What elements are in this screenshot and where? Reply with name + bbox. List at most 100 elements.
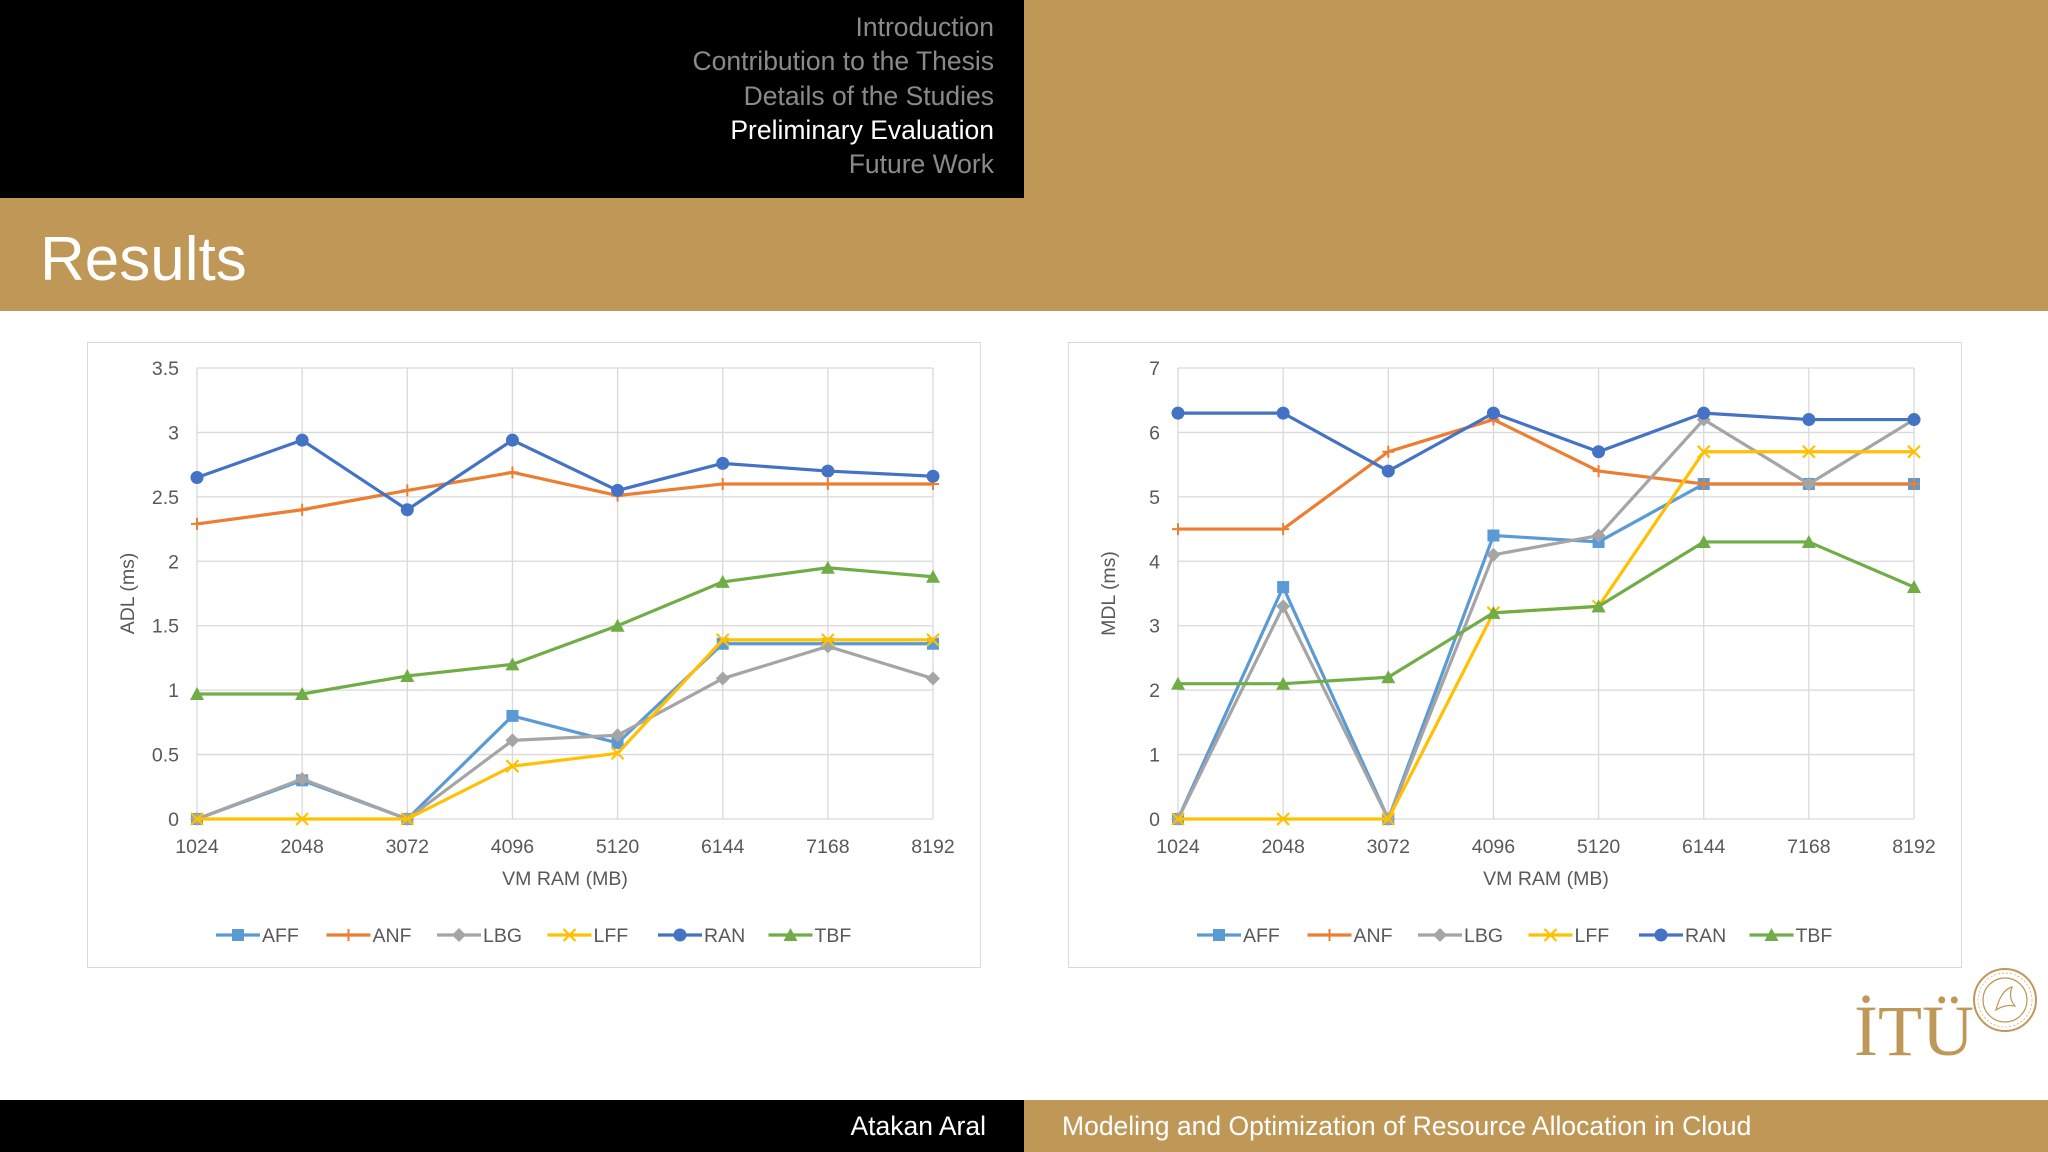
footer-author: Atakan Aral xyxy=(850,1111,986,1141)
mdl-point-anf xyxy=(1172,523,1184,536)
mdl-xtick-label: 6144 xyxy=(1682,836,1726,858)
adl-legend-label: TBF xyxy=(815,925,852,947)
adl-point-anf xyxy=(716,477,729,490)
adl-point-lff xyxy=(926,633,940,647)
mdl-xtick-label: 8192 xyxy=(1892,836,1935,858)
mdl-point-tbf xyxy=(1276,676,1291,690)
mdl-ytick-label: 6 xyxy=(1149,422,1160,444)
mdl-point-anf xyxy=(1908,477,1920,490)
adl-legend-marker xyxy=(232,929,244,941)
mdl-legend-marker xyxy=(1543,928,1558,942)
adl-xtick-label: 3072 xyxy=(386,836,429,858)
mdl-legend-item-aff: AFF xyxy=(1197,925,1280,947)
mdl-legend-marker xyxy=(1764,928,1779,941)
adl-ytick-label: 3 xyxy=(168,422,179,444)
mdl-legend-label: LFF xyxy=(1575,925,1610,947)
mdl-series-anf xyxy=(1172,413,1920,536)
adl-point-ran xyxy=(716,456,730,470)
mdl-series-lff xyxy=(1171,444,1921,826)
mdl-xtick-label: 4096 xyxy=(1472,836,1515,858)
adl-point-aff xyxy=(506,709,519,722)
mdl-point-anf xyxy=(1592,465,1605,478)
slide-title: Results xyxy=(40,225,247,294)
mdl-legend-item-anf: ANF xyxy=(1307,925,1393,947)
mdl-legend-item-ran: RAN xyxy=(1639,925,1726,947)
adl-chart: 0 0.5 1 1.5 2 2.5 3 3.5 1024 2048 3072 4096 5120 6144… xyxy=(87,342,981,968)
nav-item-contribution[interactable]: Contribution to the Thesis xyxy=(692,46,995,77)
mdl-point-lbg xyxy=(1276,599,1291,614)
adl-point-lff xyxy=(190,812,204,826)
nav-item-introduction[interactable]: Introduction xyxy=(855,12,994,42)
adl-legend: AFF ANF LBG LFF RAN TBF xyxy=(216,925,851,947)
adl-legend-item-lff: LFF xyxy=(547,925,628,947)
mdl-point-tbf xyxy=(1381,670,1396,684)
adl-ytick-label: 1 xyxy=(168,680,179,702)
adl-point-tbf xyxy=(926,569,940,583)
mdl-series-tbf xyxy=(1171,534,1921,690)
adl-legend-label: AFF xyxy=(262,925,299,947)
footer-left: Atakan Aral xyxy=(0,1100,1024,1152)
adl-ytick-label: 1.5 xyxy=(152,616,179,638)
mdl-ytick-label: 1 xyxy=(1149,745,1160,767)
mdl-ytick-label: 3 xyxy=(1149,616,1160,638)
adl-point-anf xyxy=(506,466,519,479)
nav-item-future-work[interactable]: Future Work xyxy=(848,149,994,180)
adl-point-tbf xyxy=(400,668,415,682)
adl-legend-label: LBG xyxy=(483,925,522,947)
adl-point-lff xyxy=(400,812,415,826)
adl-xtick-label: 5120 xyxy=(596,836,640,858)
adl-point-lff xyxy=(610,746,625,761)
adl-point-anf xyxy=(401,484,414,497)
mdl-point-ran xyxy=(1907,413,1921,427)
adl-point-anf xyxy=(296,503,309,516)
mdl-point-lff xyxy=(1171,812,1185,826)
adl-line-ran xyxy=(196,438,934,512)
adl-point-ran xyxy=(190,471,204,485)
nav-item-preliminary-evaluation[interactable]: Preliminary Evaluation xyxy=(730,114,994,145)
adl-xtick-label: 7168 xyxy=(806,836,849,858)
mdl-line-anf xyxy=(1178,417,1914,531)
mdl-point-anf xyxy=(1697,477,1710,490)
adl-legend-item-lbg: LBG xyxy=(437,925,522,947)
mdl-legend-marker xyxy=(1213,929,1225,941)
adl-point-tbf xyxy=(505,657,520,671)
adl-point-ran xyxy=(400,503,414,517)
adl-point-ran xyxy=(821,464,835,478)
mdl-point-tbf xyxy=(1486,605,1501,619)
adl-legend-marker xyxy=(783,928,798,941)
adl-point-tbf xyxy=(820,560,835,574)
adl-ytick-label: 2 xyxy=(168,551,179,573)
adl-point-aff xyxy=(611,736,624,749)
mdl-series-ran xyxy=(1171,406,1921,478)
mdl-ytick-label: 0 xyxy=(1149,809,1160,831)
mdl-legend-marker xyxy=(1433,928,1447,942)
nav-item-details[interactable]: Details of the Studies xyxy=(743,80,994,111)
adl-point-anf xyxy=(821,477,834,490)
mdl-point-ran xyxy=(1381,464,1395,478)
footer-talk-title: Modeling and Optimization of Resource Al… xyxy=(1062,1111,1752,1141)
mdl-legend-label: ANF xyxy=(1354,925,1393,947)
header-gold-panel xyxy=(1024,0,2048,198)
mdl-line-tbf xyxy=(1178,540,1915,686)
mdl-point-lff xyxy=(1696,444,1711,459)
adl-legend-marker xyxy=(342,929,355,941)
mdl-legend-label: RAN xyxy=(1685,925,1726,947)
adl-xtick-label: 2048 xyxy=(280,836,323,858)
mdl-chart-svg: 0 1 2 3 4 5 6 7 1024 2048 3072 4096 5120 6144 7168 8192… xyxy=(1098,358,1936,947)
mdl-point-lbg xyxy=(1486,547,1501,562)
mdl-point-lff xyxy=(1381,812,1396,826)
adl-point-lff xyxy=(715,633,730,647)
mdl-legend-marker xyxy=(1323,929,1336,941)
adl-point-tbf xyxy=(610,618,625,632)
adl-gridlines xyxy=(196,367,934,820)
mdl-point-anf xyxy=(1382,445,1395,458)
itu-seal-icon xyxy=(1973,968,2037,1032)
mdl-point-tbf xyxy=(1171,676,1185,690)
adl-line-lbg xyxy=(196,644,934,821)
mdl-point-aff xyxy=(1277,581,1290,594)
adl-point-tbf xyxy=(295,687,310,701)
mdl-point-lff xyxy=(1907,444,1921,459)
mdl-legend-item-lbg: LBG xyxy=(1418,925,1503,947)
itu-logo-text: İTÜ xyxy=(1854,991,1974,1070)
adl-xtick-label: 4096 xyxy=(491,836,534,858)
